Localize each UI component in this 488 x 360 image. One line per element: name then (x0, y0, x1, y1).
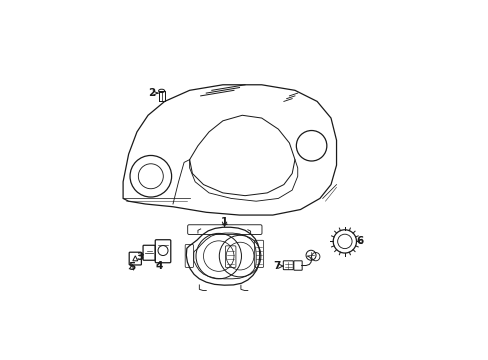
Text: 1: 1 (221, 217, 228, 227)
Text: 2: 2 (147, 88, 158, 98)
Text: 6: 6 (355, 237, 363, 246)
Text: 7: 7 (272, 261, 283, 271)
Text: 4: 4 (155, 261, 163, 270)
Text: 5: 5 (128, 262, 135, 272)
Text: 3: 3 (136, 252, 143, 262)
